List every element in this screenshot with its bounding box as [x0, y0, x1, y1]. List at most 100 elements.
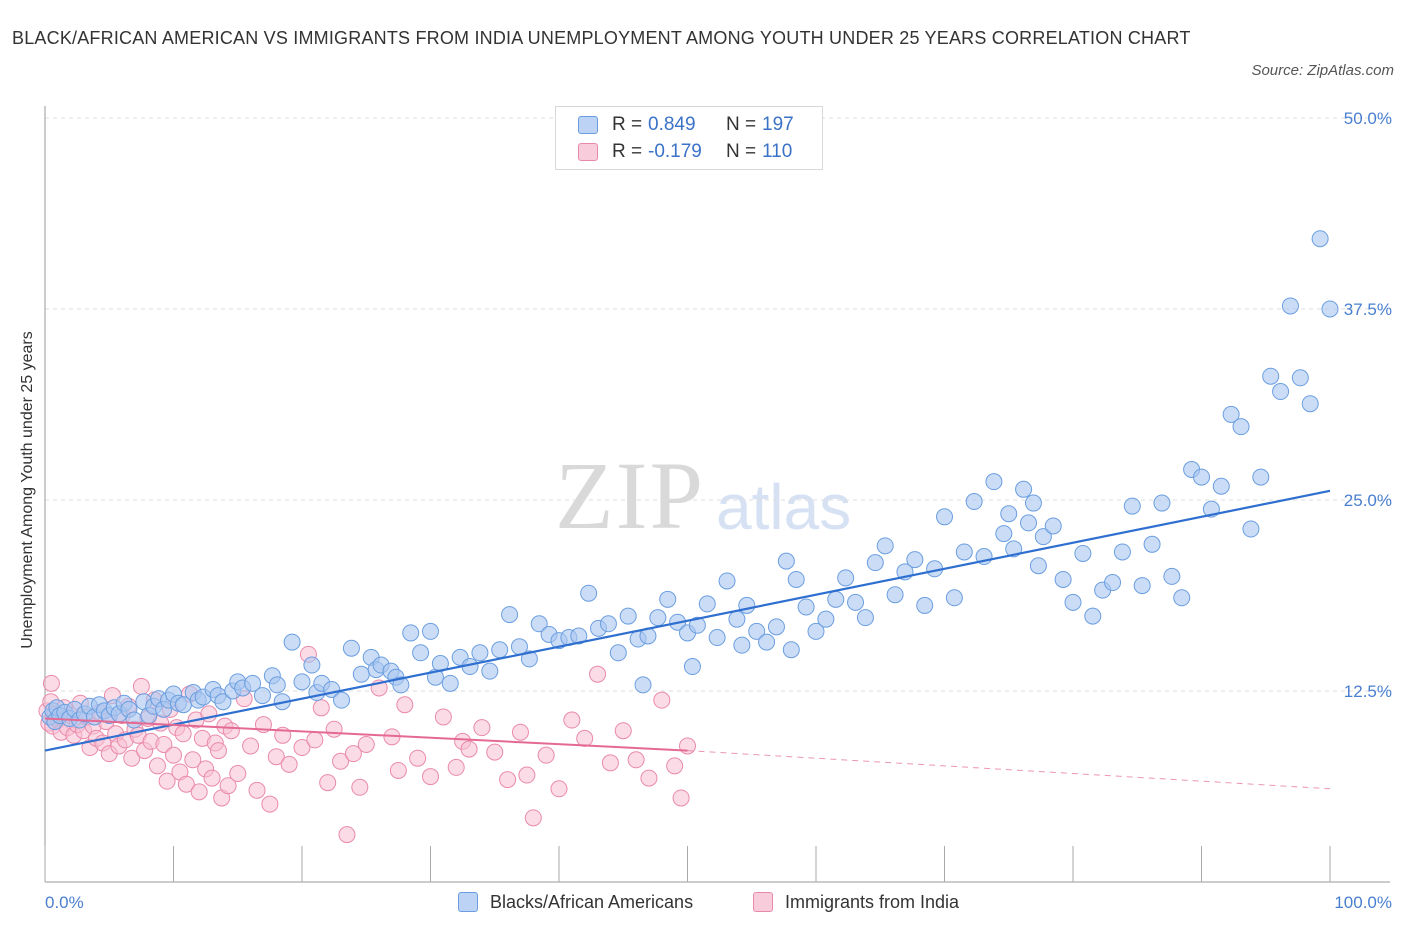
- data-point-black: [580, 584, 598, 602]
- correlation-legend: R = 0.849 N = 197 R = -0.179 N = 110: [555, 106, 823, 170]
- data-point-black: [1044, 517, 1062, 535]
- data-point-black: [520, 650, 538, 668]
- data-point-india: [306, 731, 324, 749]
- data-point-black: [782, 641, 800, 659]
- data-point-black: [649, 609, 667, 627]
- data-point-india: [679, 737, 696, 755]
- data-point-black: [1084, 607, 1102, 625]
- legend-r-label: R =: [612, 114, 643, 135]
- data-point-black: [1222, 405, 1240, 423]
- data-point-black: [333, 691, 351, 709]
- data-point-india: [158, 772, 176, 790]
- y-tick-label: 25.0%: [1344, 491, 1392, 510]
- data-point-black: [1074, 544, 1092, 562]
- data-point-black: [1311, 230, 1329, 248]
- data-point-black: [733, 636, 751, 654]
- data-point-black: [985, 473, 1003, 491]
- legend-n-label: N =: [726, 141, 757, 162]
- data-point-black: [244, 674, 262, 692]
- data-point-india: [434, 708, 452, 726]
- series-legend-blue: Blacks/African Americans: [458, 890, 693, 914]
- axes: [44, 106, 1390, 883]
- data-point-india: [280, 755, 298, 773]
- data-point-black: [293, 673, 311, 691]
- data-point-india: [267, 748, 285, 766]
- data-point-black: [481, 662, 499, 680]
- data-point-india: [155, 735, 173, 753]
- data-point-india: [460, 740, 478, 758]
- data-point-india: [614, 722, 632, 740]
- data-point-black: [1173, 589, 1191, 607]
- data-point-black: [1113, 543, 1131, 561]
- data-point-india: [524, 809, 542, 827]
- data-point-black: [570, 627, 588, 645]
- data-point-black: [748, 622, 766, 640]
- data-point-india: [219, 777, 237, 795]
- data-point-black: [827, 590, 845, 608]
- y-tick-label: 50.0%: [1344, 109, 1392, 128]
- data-point-india: [389, 761, 407, 779]
- data-point-black: [1163, 567, 1181, 585]
- data-point-black: [955, 543, 973, 561]
- data-point-black: [634, 676, 652, 694]
- data-point-black: [1054, 570, 1072, 588]
- data-point-black: [995, 525, 1013, 543]
- data-point-india: [261, 795, 279, 813]
- data-point-black: [1291, 369, 1309, 387]
- legend-row-pink: R = -0.179 N = 110: [578, 140, 792, 164]
- x-tick-label: 100.0%: [1334, 893, 1392, 912]
- series-swatch-pink: [753, 892, 773, 912]
- data-point-black: [876, 537, 894, 555]
- data-point-black: [965, 493, 983, 511]
- data-point-india: [123, 749, 141, 767]
- data-point-india: [537, 746, 555, 764]
- data-point-black: [392, 676, 410, 694]
- data-point-black: [1242, 520, 1260, 538]
- data-point-black: [342, 639, 360, 657]
- trend-line-india-extension: [687, 750, 1331, 790]
- watermark-atlas: atlas: [716, 471, 852, 543]
- legend-n-value: 110: [762, 141, 793, 162]
- data-point-black: [1232, 418, 1250, 436]
- grid-lines: [45, 117, 1390, 692]
- blue-points: [41, 230, 1339, 731]
- series-label-blue: Blacks/African Americans: [490, 891, 694, 912]
- data-point-black: [1034, 528, 1052, 546]
- y-tick-label: 12.5%: [1344, 682, 1392, 701]
- data-point-india: [627, 751, 645, 769]
- data-point-black: [214, 693, 232, 711]
- data-point-india: [550, 780, 568, 798]
- data-point-black: [501, 606, 519, 624]
- data-point-india: [422, 768, 439, 786]
- trend-line-india: [44, 717, 688, 752]
- data-point-black: [1024, 494, 1042, 512]
- data-point-black: [1015, 480, 1033, 498]
- legend-r-value: 0.849: [648, 114, 696, 135]
- data-point-black: [738, 596, 756, 614]
- data-point-india: [351, 778, 369, 796]
- data-point-india: [672, 789, 690, 807]
- data-point-india: [486, 743, 504, 761]
- watermark-zip: ZIP: [555, 442, 705, 549]
- data-point-black: [718, 572, 736, 590]
- legend-r-value: -0.179: [648, 141, 702, 162]
- trend-line-black: [44, 489, 1331, 752]
- data-point-india: [132, 677, 150, 695]
- data-point-black: [866, 554, 884, 572]
- data-point-india: [174, 725, 192, 743]
- data-point-black: [471, 644, 489, 662]
- data-point-india: [589, 665, 607, 683]
- data-point-india: [499, 771, 517, 789]
- data-point-india: [338, 826, 356, 844]
- data-point-india: [203, 769, 221, 787]
- data-point-black: [1262, 367, 1280, 385]
- data-point-black: [1252, 468, 1270, 486]
- data-point-black: [847, 593, 865, 611]
- data-point-india: [229, 765, 247, 783]
- data-point-india: [312, 699, 330, 717]
- data-point-india: [653, 691, 671, 709]
- data-point-black: [886, 586, 904, 604]
- data-point-black: [728, 610, 746, 628]
- y-tick-label: 37.5%: [1344, 300, 1392, 319]
